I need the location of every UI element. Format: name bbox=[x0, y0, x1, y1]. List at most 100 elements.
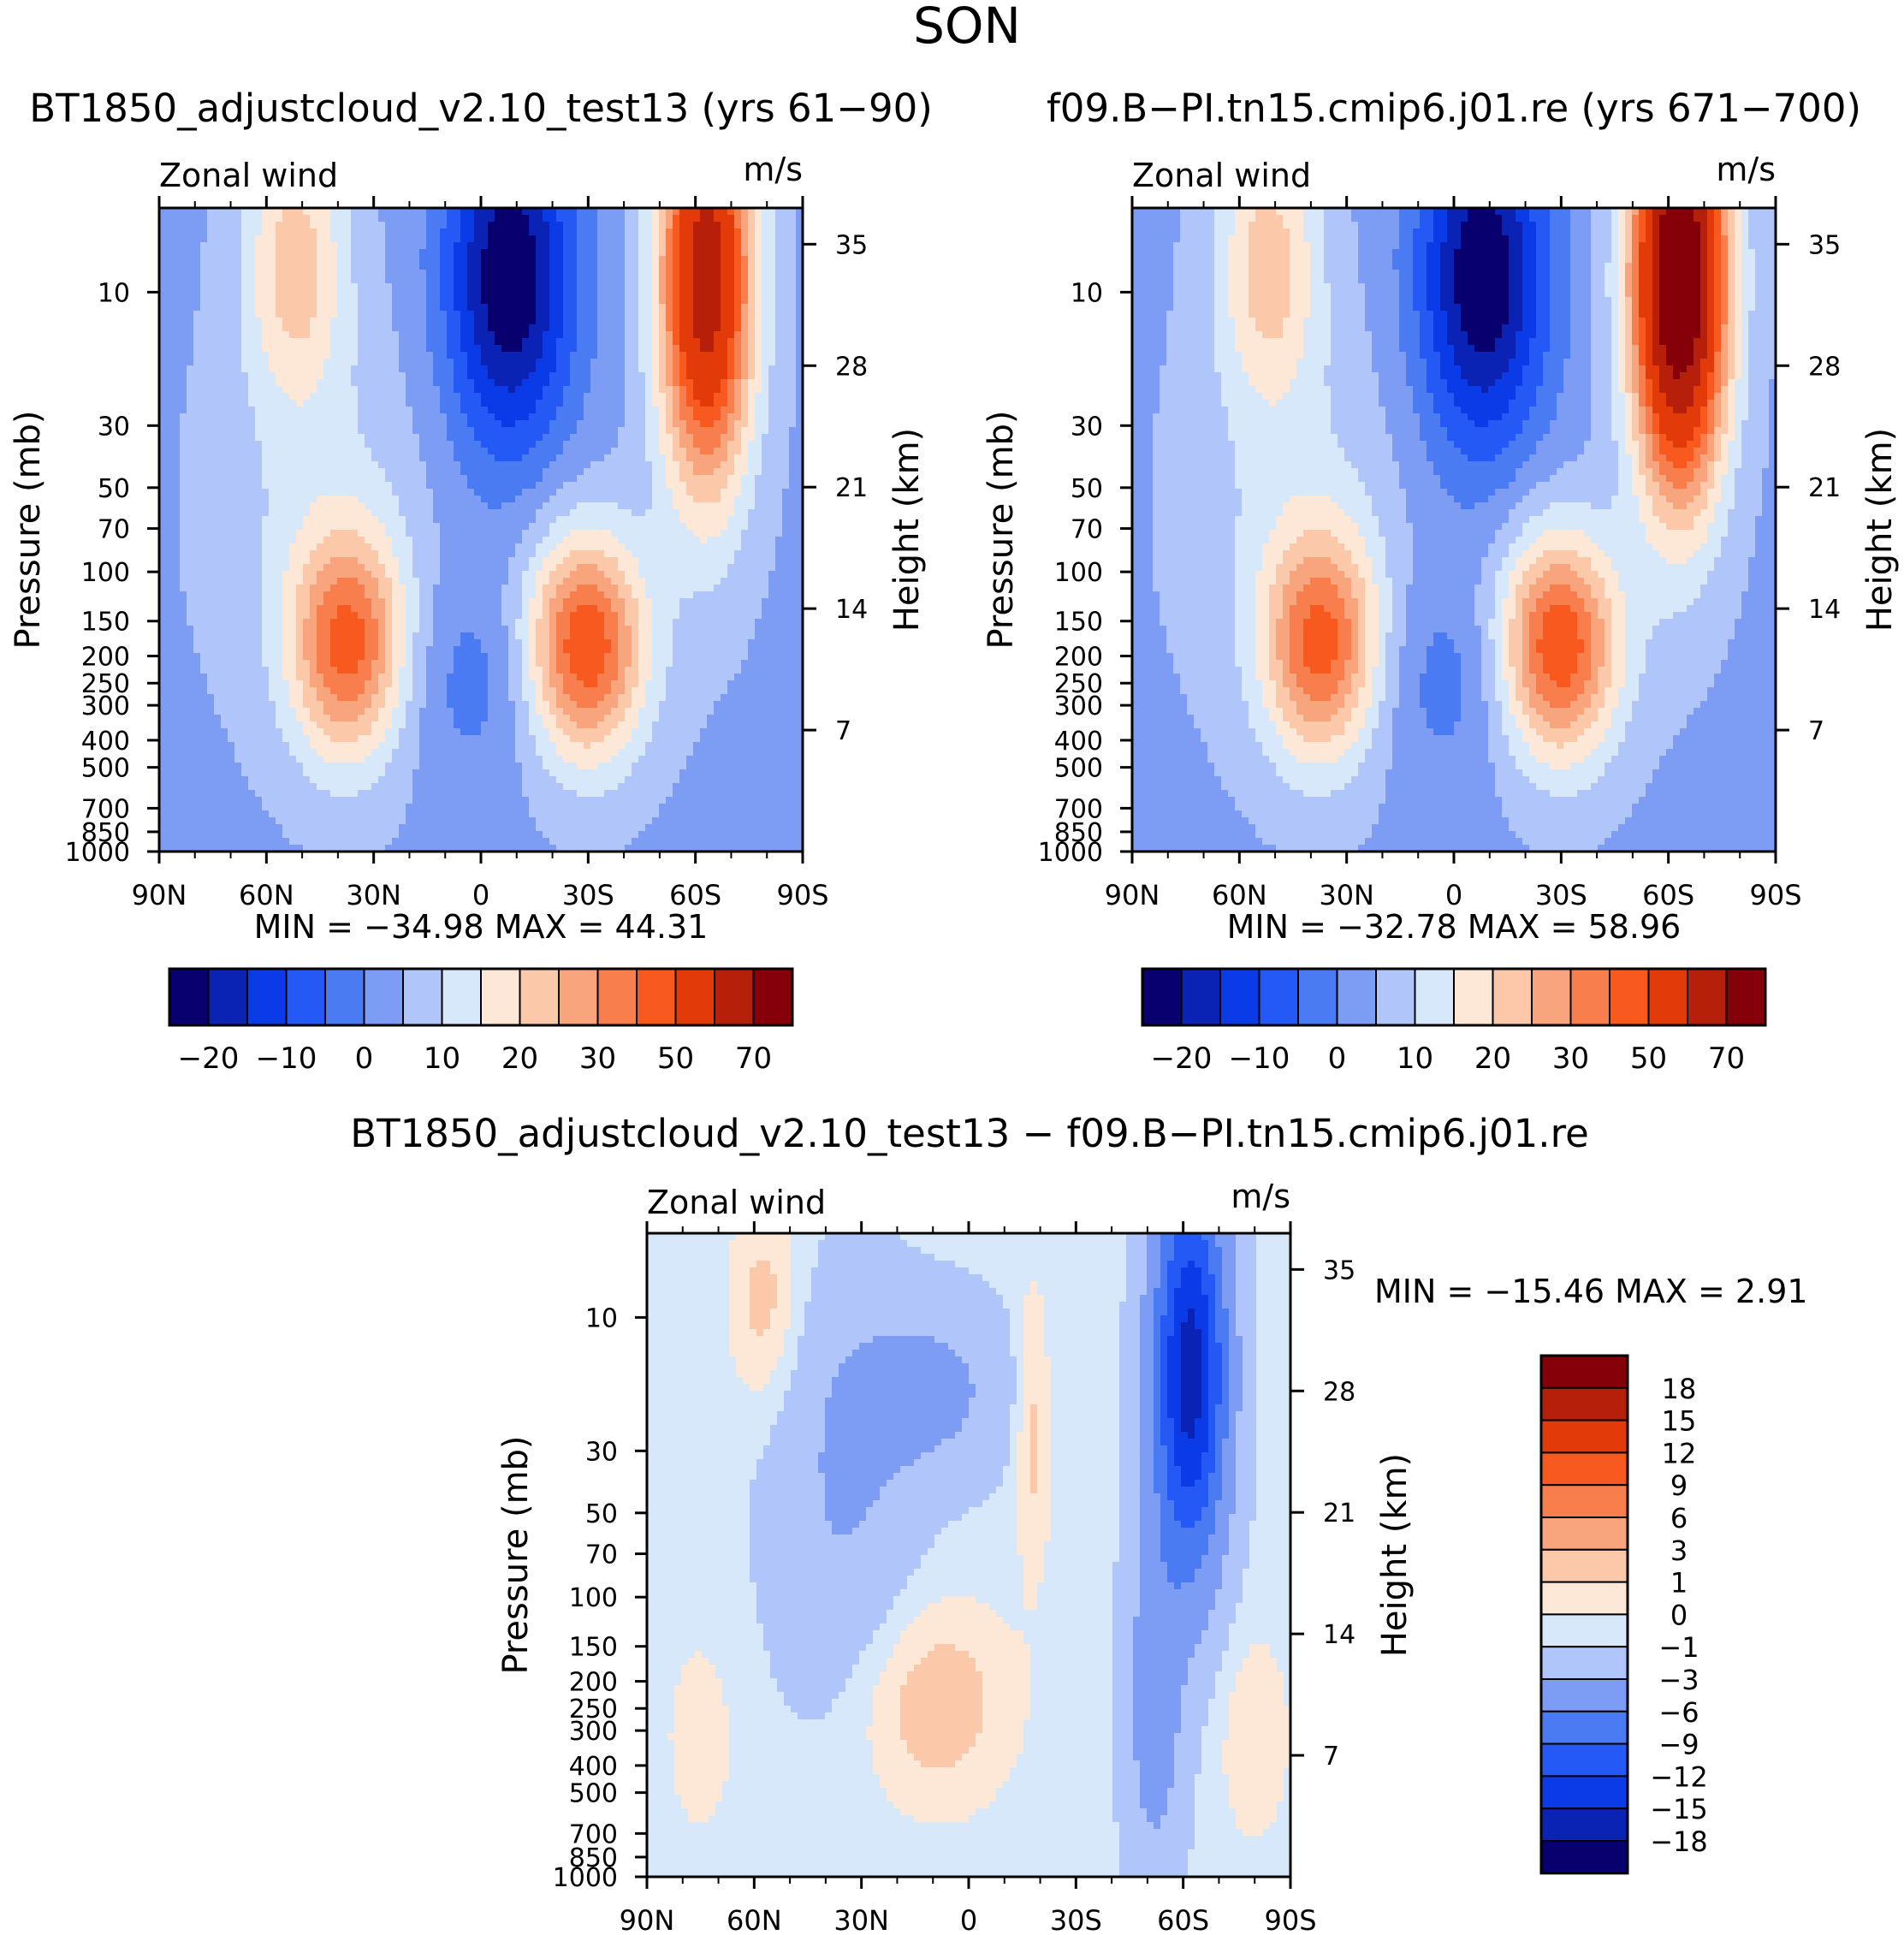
contour-cell bbox=[686, 489, 694, 496]
contour-cell bbox=[255, 283, 263, 291]
contour-cell bbox=[563, 297, 571, 305]
contour-cell bbox=[166, 475, 174, 483]
contour-cell bbox=[180, 270, 187, 277]
contour-cell bbox=[604, 400, 612, 407]
contour-cell bbox=[159, 454, 167, 462]
contour-cell bbox=[440, 263, 448, 270]
contour-cell bbox=[187, 331, 194, 339]
contour-cell bbox=[323, 413, 331, 421]
contour-cell bbox=[173, 393, 181, 401]
contour-cell bbox=[351, 393, 359, 401]
contour-cell bbox=[207, 509, 215, 517]
contour-cell bbox=[666, 290, 673, 298]
contour-cell bbox=[618, 208, 626, 216]
contour-cell bbox=[330, 215, 338, 223]
contour-cell bbox=[590, 393, 598, 401]
contour-cell bbox=[618, 543, 626, 551]
contour-cell bbox=[207, 365, 215, 373]
contour-cell bbox=[714, 407, 721, 414]
contour-cell bbox=[508, 242, 516, 250]
contour-cell bbox=[741, 543, 749, 551]
contour-cell bbox=[378, 550, 386, 558]
contour-cell bbox=[721, 386, 728, 394]
contour-cell bbox=[378, 283, 386, 291]
contour-cell bbox=[365, 543, 372, 551]
contour-cell bbox=[419, 215, 427, 223]
contour-cell bbox=[481, 297, 489, 305]
contour-cell bbox=[426, 413, 434, 421]
contour-cell bbox=[748, 530, 756, 537]
contour-cell bbox=[276, 461, 283, 469]
contour-cell bbox=[241, 393, 249, 401]
contour-cell bbox=[221, 400, 228, 407]
contour-cell bbox=[590, 489, 598, 496]
contour-cell bbox=[419, 256, 427, 264]
contour-cell bbox=[419, 509, 427, 517]
contour-cell bbox=[454, 468, 461, 476]
contour-cell bbox=[693, 311, 701, 318]
contour-cell bbox=[775, 235, 783, 243]
contour-cell bbox=[755, 249, 762, 257]
contour-cell bbox=[303, 441, 311, 448]
contour-cell bbox=[673, 523, 680, 531]
contour-cell bbox=[440, 386, 448, 394]
contour-cell bbox=[495, 523, 502, 531]
contour-cell bbox=[495, 290, 502, 298]
contour-cell bbox=[618, 557, 626, 565]
contour-cell bbox=[447, 290, 454, 298]
contour-cell bbox=[659, 448, 667, 455]
contour-cell bbox=[255, 537, 263, 544]
contour-cell bbox=[228, 530, 235, 537]
contour-cell bbox=[707, 523, 715, 531]
contour-cell bbox=[741, 393, 749, 401]
contour-cell bbox=[652, 386, 660, 394]
contour-cell bbox=[358, 420, 365, 428]
contour-cell bbox=[748, 297, 756, 305]
contour-cell bbox=[159, 475, 167, 483]
contour-cell bbox=[727, 496, 735, 503]
contour-cell bbox=[310, 229, 317, 236]
contour-cell bbox=[296, 407, 304, 414]
contour-cell bbox=[159, 215, 167, 223]
contour-cell bbox=[673, 475, 680, 483]
contour-cell bbox=[412, 311, 420, 318]
contour-cell bbox=[741, 557, 749, 565]
contour-cell bbox=[159, 482, 167, 490]
contour-cell bbox=[159, 352, 167, 359]
contour-cell bbox=[796, 345, 803, 353]
contour-cell bbox=[214, 283, 222, 291]
contour-cell bbox=[207, 400, 215, 407]
contour-cell bbox=[782, 345, 790, 353]
contour-cell bbox=[214, 386, 222, 394]
contour-cell bbox=[645, 420, 653, 428]
contour-cell bbox=[276, 359, 283, 366]
contour-cell bbox=[632, 400, 639, 407]
contour-cell bbox=[358, 441, 365, 448]
contour-cell bbox=[543, 489, 550, 496]
contour-cell bbox=[454, 523, 461, 531]
contour-cell bbox=[515, 420, 523, 428]
contour-cell bbox=[248, 550, 256, 558]
contour-cell bbox=[460, 249, 468, 257]
contour-cell bbox=[666, 413, 673, 421]
contour-cell bbox=[659, 537, 667, 544]
contour-cell bbox=[748, 393, 756, 401]
contour-cell bbox=[282, 489, 290, 496]
contour-cell bbox=[611, 475, 619, 483]
contour-cell bbox=[323, 530, 331, 537]
contour-cell bbox=[543, 461, 550, 469]
contour-cell bbox=[632, 468, 639, 476]
contour-cell bbox=[727, 297, 735, 305]
contour-cell bbox=[467, 297, 475, 305]
contour-cell bbox=[556, 502, 564, 510]
contour-cell bbox=[282, 482, 290, 490]
contour-cell bbox=[255, 331, 263, 339]
contour-cell bbox=[317, 427, 324, 435]
contour-cell bbox=[385, 352, 393, 359]
contour-cell bbox=[734, 318, 742, 325]
contour-cell bbox=[371, 434, 379, 442]
contour-cell bbox=[679, 509, 687, 517]
contour-cell bbox=[508, 393, 516, 401]
contour-cell bbox=[282, 242, 290, 250]
contour-cell bbox=[488, 249, 495, 257]
